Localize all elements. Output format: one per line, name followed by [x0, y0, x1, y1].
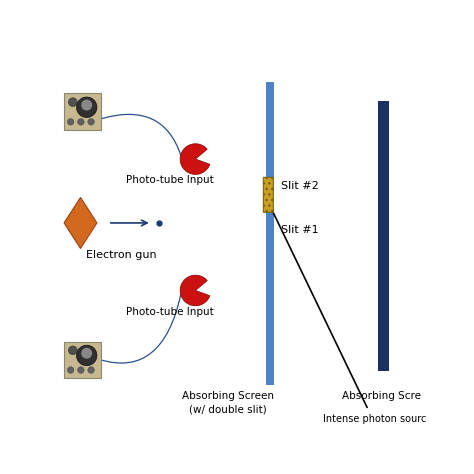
Text: Absorbing Screen: Absorbing Screen [182, 391, 274, 401]
Circle shape [88, 118, 94, 125]
Text: Absorbing Scre: Absorbing Scre [342, 391, 421, 401]
Text: Photo-tube Input: Photo-tube Input [126, 175, 214, 185]
Circle shape [76, 345, 97, 365]
Bar [266, 239, 274, 385]
Bar [64, 342, 100, 378]
Bar [378, 100, 389, 371]
Text: Intense photon sourc: Intense photon sourc [323, 414, 426, 424]
Bar [64, 93, 100, 130]
Circle shape [88, 367, 94, 374]
Circle shape [68, 98, 77, 107]
Bar [266, 82, 274, 177]
Circle shape [68, 346, 77, 355]
Circle shape [81, 100, 92, 110]
Circle shape [67, 118, 74, 125]
Text: Photo-tube Input: Photo-tube Input [126, 307, 214, 317]
Circle shape [67, 367, 74, 374]
Text: Electron gun: Electron gun [86, 250, 156, 260]
Bar [266, 212, 274, 239]
Text: Slit #1: Slit #1 [281, 225, 319, 235]
Bar [263, 177, 273, 212]
Wedge shape [180, 275, 210, 306]
Circle shape [78, 118, 84, 125]
Text: (w/ double slit): (w/ double slit) [190, 404, 267, 414]
Text: Slit #2: Slit #2 [281, 182, 319, 191]
Polygon shape [64, 197, 97, 248]
Bar [263, 177, 273, 212]
Circle shape [78, 367, 84, 374]
Circle shape [76, 97, 97, 118]
Wedge shape [180, 144, 210, 174]
Circle shape [81, 348, 92, 359]
